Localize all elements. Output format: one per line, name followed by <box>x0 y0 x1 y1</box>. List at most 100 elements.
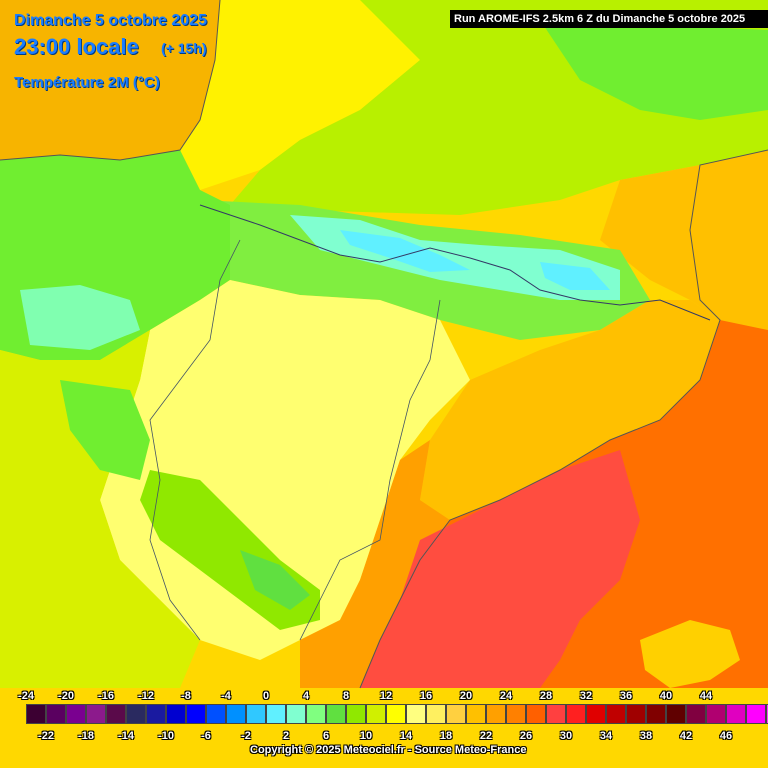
legend-swatch <box>646 704 666 724</box>
legend-swatch <box>366 704 386 724</box>
legend-swatch <box>486 704 506 724</box>
land-east-warm <box>600 150 768 330</box>
copyright-text: Copyright © 2025 Meteociel.fr - Source M… <box>250 744 527 756</box>
legend-swatch <box>726 704 746 724</box>
legend-tick-top: 12 <box>379 690 393 702</box>
legend-swatch <box>346 704 366 724</box>
legend-tick-bottom: 18 <box>439 730 453 742</box>
legend-swatch <box>186 704 206 724</box>
legend-swatch <box>206 704 226 724</box>
west-spain <box>0 330 200 688</box>
legend-swatch <box>126 704 146 724</box>
legend-tick-bottom: 14 <box>399 730 413 742</box>
land-green-northeast <box>540 20 768 120</box>
land-southwest-france <box>180 0 450 190</box>
forecast-time: 23:00 locale <box>14 34 139 59</box>
legend-tick-top: 0 <box>262 690 270 702</box>
legend-tick-top: 36 <box>619 690 633 702</box>
legend-tick-top: -16 <box>98 690 114 702</box>
legend-tick-top: 40 <box>659 690 673 702</box>
legend-tick-top: -12 <box>138 690 154 702</box>
parameter-title: Température 2M (°C) <box>14 74 160 91</box>
legend-tick-bottom: 38 <box>639 730 653 742</box>
legend-swatch <box>326 704 346 724</box>
legend-swatch <box>586 704 606 724</box>
sea-bay-of-biscay <box>0 0 220 160</box>
iberian-range-cool <box>240 550 310 610</box>
legend-tick-bottom: 10 <box>359 730 373 742</box>
legend-tick-top: -4 <box>221 690 231 702</box>
coastline <box>0 0 768 689</box>
legend-swatch <box>66 704 86 724</box>
legend-swatch <box>46 704 66 724</box>
legend-swatch <box>26 704 46 724</box>
balearic-island <box>640 620 740 688</box>
legend-swatch <box>106 704 126 724</box>
legend-tick-top: -20 <box>58 690 74 702</box>
legend-swatch <box>466 704 486 724</box>
legend-swatch <box>606 704 626 724</box>
pyrenees-coldest <box>340 230 610 290</box>
legend-tick-bottom: -6 <box>201 730 211 742</box>
legend-tick-bottom: -14 <box>118 730 134 742</box>
temperature-legend: -24 -20 -16 -12 -8 -4 0 4 8 12 16 20 24 28 32 36 40 44 -22… <box>0 688 768 768</box>
coastal-strip <box>300 440 450 688</box>
legend-swatch <box>246 704 266 724</box>
legend-tick-top: 24 <box>499 690 513 702</box>
legend-tick-top: 4 <box>302 690 310 702</box>
legend-tick-bottom: -22 <box>38 730 54 742</box>
legend-swatch <box>266 704 286 724</box>
ebro-valley <box>420 300 720 520</box>
legend-swatch <box>166 704 186 724</box>
legend-tick-top: 44 <box>699 690 713 702</box>
legend-tick-top: 16 <box>419 690 433 702</box>
legend-tick-bottom: 22 <box>479 730 493 742</box>
legend-swatch <box>526 704 546 724</box>
legend-tick-top: 20 <box>459 690 473 702</box>
legend-tick-bottom: -2 <box>241 730 251 742</box>
legend-tick-bottom: 2 <box>282 730 290 742</box>
legend-swatch <box>406 704 426 724</box>
legend-swatch <box>686 704 706 724</box>
legend-swatch <box>746 704 766 724</box>
legend-tick-bottom: 6 <box>322 730 330 742</box>
legend-swatch <box>306 704 326 724</box>
legend-swatch <box>666 704 686 724</box>
legend-swatch <box>546 704 566 724</box>
legend-swatch <box>706 704 726 724</box>
legend-swatch <box>566 704 586 724</box>
mediterranean-sea-hot <box>360 450 640 688</box>
west-spain-green <box>60 380 150 480</box>
cantabrian-cool <box>20 285 140 350</box>
legend-tick-bottom: 26 <box>519 730 533 742</box>
legend-swatch <box>86 704 106 724</box>
legend-swatch <box>286 704 306 724</box>
region-border-line <box>299 299 441 641</box>
legend-tick-top: 32 <box>579 690 593 702</box>
legend-tick-bottom: 34 <box>599 730 613 742</box>
legend-tick-top: 28 <box>539 690 553 702</box>
legend-swatch <box>506 704 526 724</box>
legend-tick-bottom: 42 <box>679 730 693 742</box>
forecast-date: Dimanche 5 octobre 2025 <box>14 12 207 29</box>
legend-swatch <box>226 704 246 724</box>
legend-swatch <box>426 704 446 724</box>
forecast-lead-time: (+ 15h) <box>161 40 207 56</box>
legend-tick-bottom: 46 <box>719 730 733 742</box>
legend-tick-top: -24 <box>18 690 34 702</box>
model-run-banner: Run AROME-IFS 2.5km 6 Z du Dimanche 5 oc… <box>450 10 768 28</box>
legend-tick-top: 8 <box>342 690 350 702</box>
legend-tick-bottom: -10 <box>158 730 174 742</box>
legend-tick-bottom: -18 <box>78 730 94 742</box>
legend-tick-top: -8 <box>181 690 191 702</box>
country-border-line <box>199 204 711 321</box>
legend-swatch <box>386 704 406 724</box>
legend-swatch <box>146 704 166 724</box>
legend-swatch <box>446 704 466 724</box>
legend-swatch <box>626 704 646 724</box>
legend-tick-bottom: 30 <box>559 730 573 742</box>
legend-swatch <box>766 704 768 724</box>
spain-plateau <box>100 280 470 660</box>
